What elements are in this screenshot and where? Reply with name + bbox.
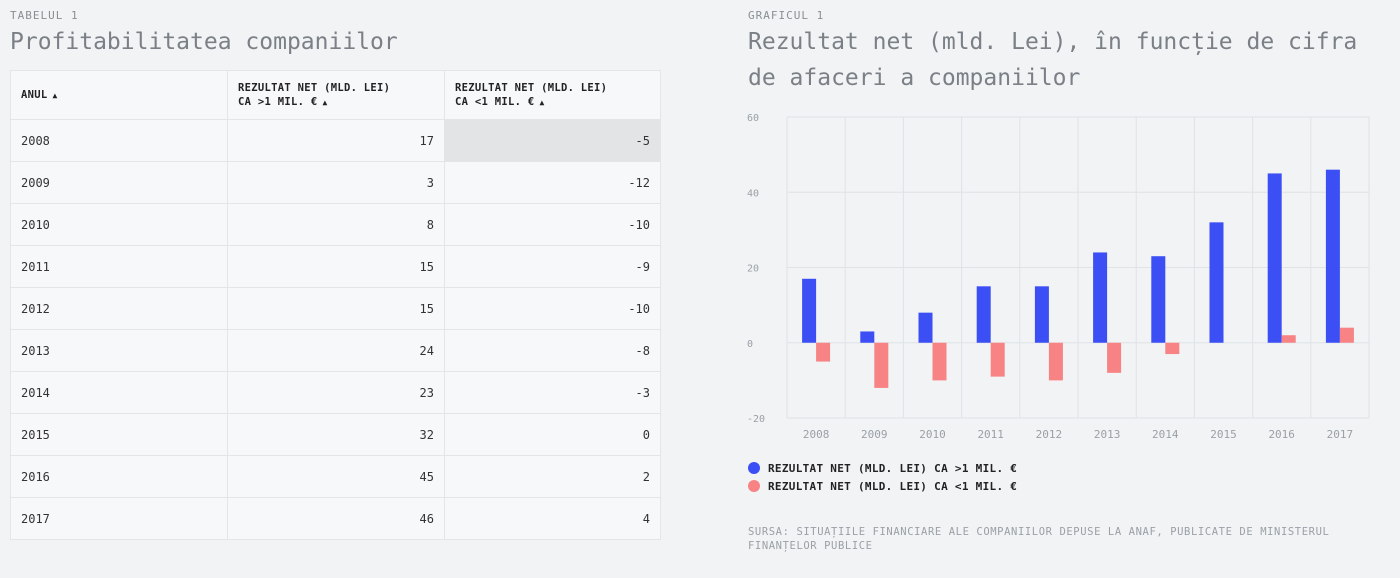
cell-small: -5 xyxy=(444,119,661,162)
sort-up-icon: ▲ xyxy=(539,97,545,107)
bar-large-2011 xyxy=(976,286,991,343)
cell-small: -12 xyxy=(444,161,661,204)
bar-small-2016 xyxy=(1281,335,1296,343)
cell-large: 15 xyxy=(227,287,445,330)
x-tick-label: 2011 xyxy=(977,428,1004,441)
table-row: 2015 32 0 xyxy=(10,413,661,456)
cell-large: 17 xyxy=(227,119,445,162)
cell-year: 2017 xyxy=(10,497,228,540)
x-tick-label: 2010 xyxy=(919,428,946,441)
column-header-small[interactable]: REZULTAT NET (MLD. LEI) CA <1 MIL. € ▲ xyxy=(444,70,661,120)
cell-large: 23 xyxy=(227,371,445,414)
table-row: 2017 46 4 xyxy=(10,497,661,540)
cell-year: 2012 xyxy=(10,287,228,330)
cell-year: 2016 xyxy=(10,455,228,498)
bar-large-2014 xyxy=(1151,256,1166,343)
y-tick-label: -20 xyxy=(747,414,765,425)
bar-small-2008 xyxy=(816,342,831,362)
bar-large-2010 xyxy=(918,312,933,343)
cell-small: 2 xyxy=(444,455,661,498)
cell-large: 46 xyxy=(227,497,445,540)
table-row: 2016 45 2 xyxy=(10,455,661,498)
bar-large-2017 xyxy=(1325,169,1340,343)
cell-year: 2015 xyxy=(10,413,228,456)
cell-year: 2008 xyxy=(10,119,228,162)
table-row: 2008 17 -5 xyxy=(10,119,661,162)
bar-large-2012 xyxy=(1034,286,1049,343)
bar-large-2015 xyxy=(1209,222,1224,343)
x-tick-label: 2014 xyxy=(1152,428,1179,441)
cell-small: -10 xyxy=(444,287,661,330)
table-row: 2009 3 -12 xyxy=(10,161,661,204)
bar-small-2010 xyxy=(932,342,947,381)
cell-large: 24 xyxy=(227,329,445,372)
cell-small: -3 xyxy=(444,371,661,414)
y-tick-label: 0 xyxy=(747,339,753,350)
y-tick-label: 20 xyxy=(747,264,759,275)
x-tick-label: 2015 xyxy=(1210,428,1237,441)
bar-small-2011 xyxy=(990,342,1005,377)
x-tick-label: 2012 xyxy=(1036,428,1063,441)
legend-item-large: REZULTAT NET (MLD. LEI) CA >1 MIL. € xyxy=(748,459,1017,477)
table-row: 2012 15 -10 xyxy=(10,287,661,330)
table-row: 2011 15 -9 xyxy=(10,245,661,288)
bar-small-2014 xyxy=(1165,342,1180,355)
table-title: Profitabilitatea companiilor xyxy=(10,29,398,55)
legend-dot-icon xyxy=(748,480,760,492)
cell-year: 2010 xyxy=(10,203,228,246)
profit-table: ANUL ▲ REZULTAT NET (MLD. LEI) CA >1 MIL.… xyxy=(10,70,661,540)
x-tick-label: 2017 xyxy=(1327,428,1354,441)
bar-chart: 60 40 20 0 -20 2008 2009 2010 2011 2012 2013 2014 20… xyxy=(747,113,1370,441)
cell-year: 2014 xyxy=(10,371,228,414)
cell-small: 4 xyxy=(444,497,661,540)
bar-small-2017 xyxy=(1339,327,1354,343)
table-row: 2013 24 -8 xyxy=(10,329,661,372)
chart-eyebrow: GRAFICUL 1 xyxy=(748,9,825,22)
table-eyebrow: TABELUL 1 xyxy=(10,9,79,22)
column-header-large[interactable]: REZULTAT NET (MLD. LEI) CA >1 MIL. € ▲ xyxy=(227,70,445,120)
x-tick-label: 2009 xyxy=(861,428,888,441)
cell-small: -9 xyxy=(444,245,661,288)
source-note: SURSA: SITUAȚIILE FINANCIARE ALE COMPANI… xyxy=(748,526,1330,552)
chart-title: Rezultat net (mld. Lei), în funcție de c… xyxy=(748,29,1358,91)
bar-large-2016 xyxy=(1267,173,1282,343)
table-row: 2014 23 -3 xyxy=(10,371,661,414)
cell-year: 2009 xyxy=(10,161,228,204)
x-tick-label: 2008 xyxy=(803,428,830,441)
bar-large-2013 xyxy=(1093,252,1108,343)
legend-dot-icon xyxy=(748,462,760,474)
cell-small: 0 xyxy=(444,413,661,456)
cell-large: 15 xyxy=(227,245,445,288)
cell-large: 8 xyxy=(227,203,445,246)
cell-year: 2011 xyxy=(10,245,228,288)
bar-large-2009 xyxy=(860,331,875,343)
cell-year: 2013 xyxy=(10,329,228,372)
cell-large: 45 xyxy=(227,455,445,498)
cell-large: 32 xyxy=(227,413,445,456)
y-tick-label: 40 xyxy=(747,188,759,199)
table-row: 2010 8 -10 xyxy=(10,203,661,246)
bar-large-2008 xyxy=(802,278,817,343)
y-tick-label: 60 xyxy=(747,113,759,124)
cell-small: -10 xyxy=(444,203,661,246)
cell-small: -8 xyxy=(444,329,661,372)
bar-small-2013 xyxy=(1107,342,1122,373)
legend-item-small: REZULTAT NET (MLD. LEI) CA <1 MIL. € xyxy=(748,477,1017,495)
cell-large: 3 xyxy=(227,161,445,204)
bar-small-2012 xyxy=(1048,342,1063,381)
chart-legend: REZULTAT NET (MLD. LEI) CA >1 MIL. € REZ… xyxy=(748,459,1017,495)
x-tick-label: 2016 xyxy=(1268,428,1295,441)
sort-up-icon: ▲ xyxy=(322,97,328,107)
column-header-year[interactable]: ANUL ▲ xyxy=(10,70,228,120)
x-tick-label: 2013 xyxy=(1094,428,1121,441)
sort-up-icon: ▲ xyxy=(52,90,58,100)
bar-small-2009 xyxy=(874,342,889,388)
